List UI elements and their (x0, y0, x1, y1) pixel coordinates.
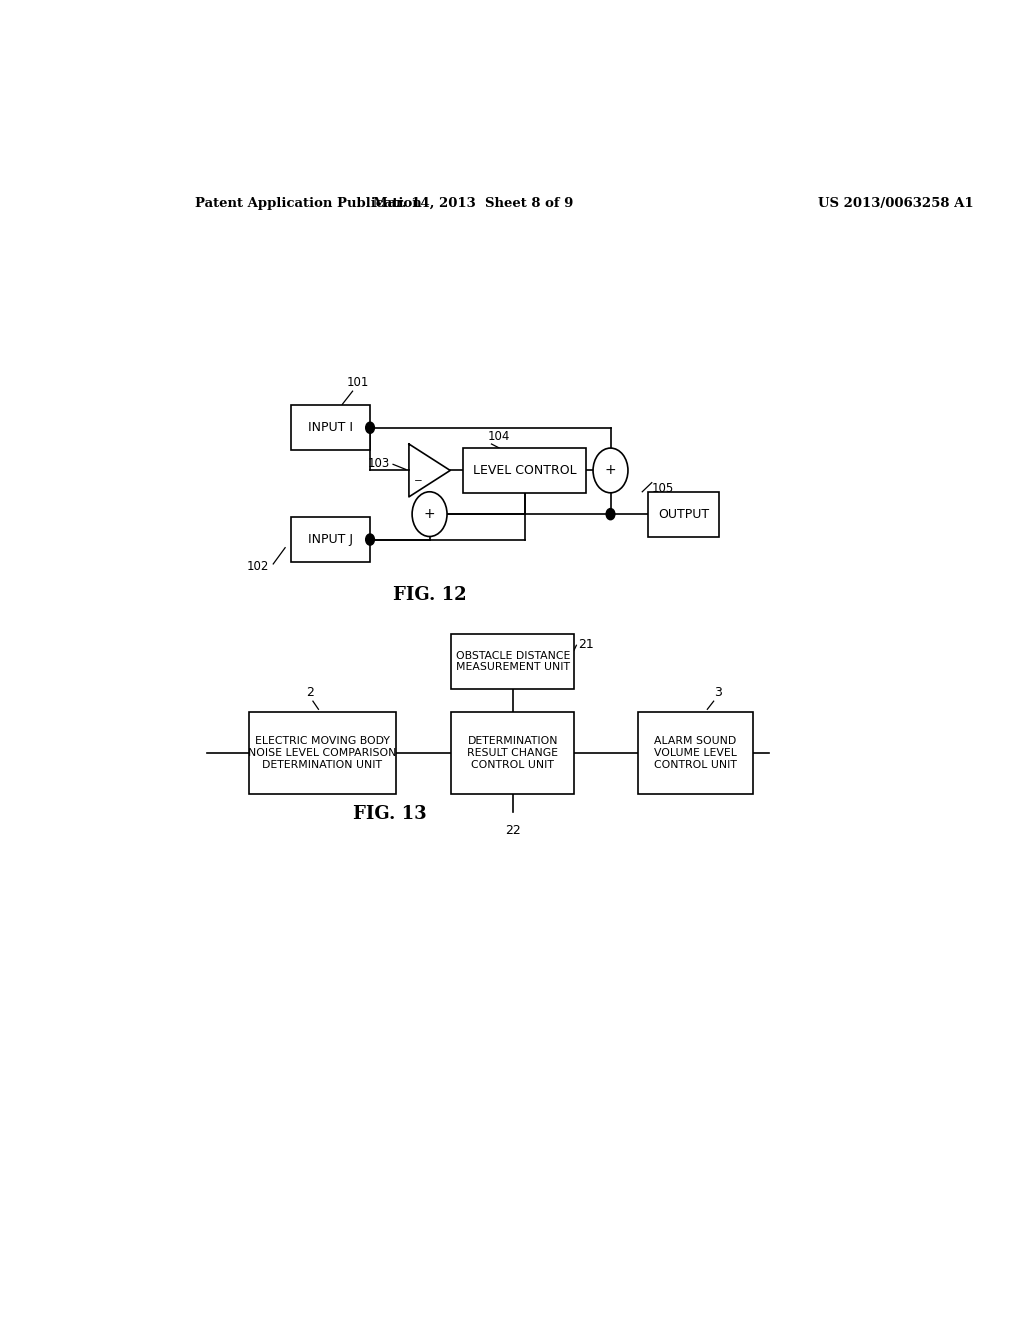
Text: 104: 104 (487, 430, 510, 444)
Text: 105: 105 (652, 482, 674, 495)
Text: FIG. 12: FIG. 12 (393, 586, 466, 605)
Circle shape (593, 447, 628, 492)
Text: INPUT J: INPUT J (308, 533, 353, 546)
FancyBboxPatch shape (648, 492, 719, 536)
Polygon shape (409, 444, 451, 496)
Text: −: − (414, 475, 423, 486)
Text: OBSTACLE DISTANCE
MEASUREMENT UNIT: OBSTACLE DISTANCE MEASUREMENT UNIT (456, 651, 570, 672)
Text: LEVEL CONTROL: LEVEL CONTROL (473, 463, 577, 477)
Circle shape (606, 508, 614, 520)
Text: 102: 102 (247, 561, 269, 573)
Text: 2: 2 (306, 686, 314, 700)
Text: INPUT I: INPUT I (308, 421, 353, 434)
FancyBboxPatch shape (291, 405, 370, 450)
FancyBboxPatch shape (249, 713, 396, 793)
Text: 101: 101 (347, 376, 370, 389)
Text: 103: 103 (368, 457, 390, 470)
Text: ELECTRIC MOVING BODY
NOISE LEVEL COMPARISON
DETERMINATION UNIT: ELECTRIC MOVING BODY NOISE LEVEL COMPARI… (248, 737, 396, 770)
FancyBboxPatch shape (291, 517, 370, 562)
Text: DETERMINATION
RESULT CHANGE
CONTROL UNIT: DETERMINATION RESULT CHANGE CONTROL UNIT (467, 737, 558, 770)
Text: Mar. 14, 2013  Sheet 8 of 9: Mar. 14, 2013 Sheet 8 of 9 (373, 197, 573, 210)
FancyBboxPatch shape (638, 713, 753, 793)
FancyBboxPatch shape (463, 447, 587, 492)
FancyBboxPatch shape (452, 713, 574, 793)
Circle shape (366, 535, 375, 545)
Text: +: + (605, 463, 616, 478)
Circle shape (366, 422, 375, 433)
Text: Patent Application Publication: Patent Application Publication (196, 197, 422, 210)
FancyBboxPatch shape (452, 634, 574, 689)
Text: FIG. 13: FIG. 13 (353, 805, 427, 822)
Text: OUTPUT: OUTPUT (658, 508, 709, 520)
Text: ALARM SOUND
VOLUME LEVEL
CONTROL UNIT: ALARM SOUND VOLUME LEVEL CONTROL UNIT (654, 737, 737, 770)
Text: US 2013/0063258 A1: US 2013/0063258 A1 (818, 197, 974, 210)
Circle shape (412, 492, 447, 536)
Text: +: + (424, 507, 435, 521)
Text: 22: 22 (505, 824, 521, 837)
Text: 21: 21 (578, 638, 594, 651)
Text: 3: 3 (714, 686, 722, 700)
